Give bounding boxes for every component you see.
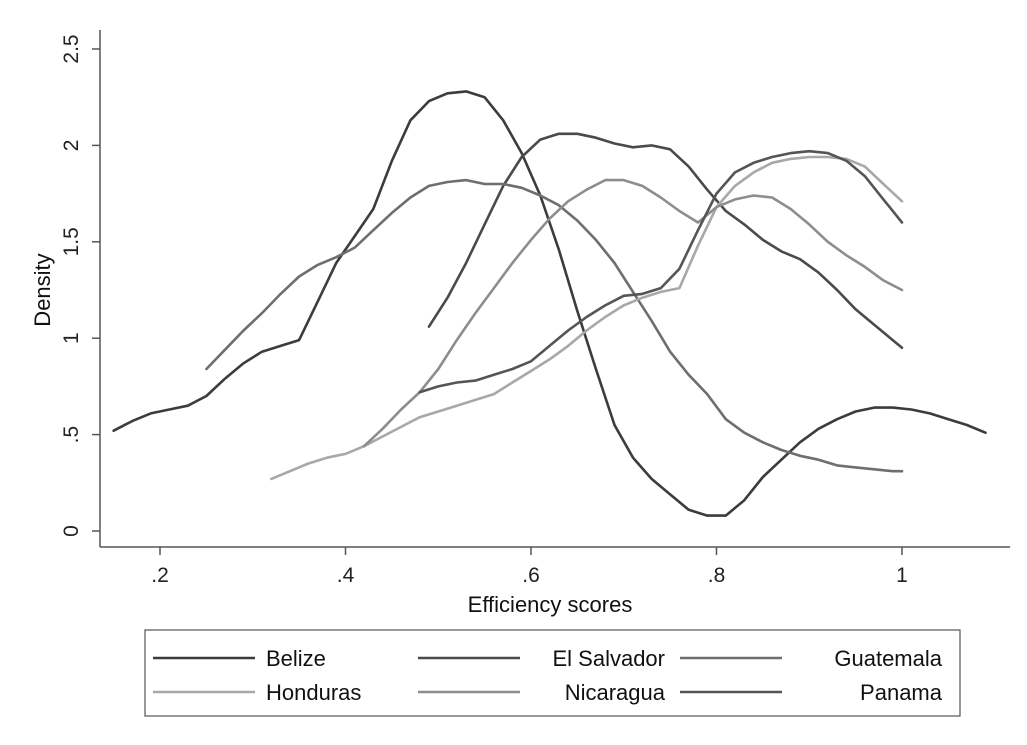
y-tick-label: 2 (60, 140, 83, 152)
series-line-el-salvador (427, 132, 904, 350)
legend-label-nicaragua: Nicaragua (565, 680, 666, 705)
x-axis-title: Efficiency scores (468, 592, 633, 617)
series-line-panama (418, 149, 904, 394)
x-tick-label: .2 (151, 564, 169, 587)
x-tick-label: .6 (522, 564, 540, 587)
legend-label-honduras: Honduras (266, 680, 361, 705)
y-ticks: 0 .5 1 1.5 2 2.5 (60, 34, 100, 537)
series-lines (112, 90, 987, 517)
y-tick-label: 2.5 (60, 34, 83, 63)
series-line-belize (112, 90, 987, 517)
legend-label-el-salvador: El Salvador (552, 646, 665, 671)
legend: Belize El Salvador Guatemala Honduras Nicara… (144, 629, 961, 717)
x-tick-label: .4 (337, 564, 355, 587)
x-ticks: .2 .4 .6 .8 1 (151, 547, 908, 587)
x-tick-label: .8 (708, 564, 726, 587)
y-axis-title: Density (30, 253, 55, 326)
y-tick-label: 0 (60, 525, 83, 537)
x-tick-label: 1 (896, 564, 908, 587)
legend-items: Belize El Salvador Guatemala Honduras Nicara… (153, 646, 943, 705)
series-line-nicaragua (362, 178, 904, 448)
legend-label-belize: Belize (266, 646, 326, 671)
y-tick-label: .5 (60, 426, 83, 444)
legend-box (144, 629, 961, 717)
y-tick-label: 1.5 (60, 227, 83, 256)
series-line-honduras (269, 155, 904, 481)
y-tick-label: 1 (60, 332, 83, 344)
legend-label-guatemala: Guatemala (834, 646, 942, 671)
legend-label-panama: Panama (860, 680, 943, 705)
series-line-guatemala (205, 178, 904, 473)
